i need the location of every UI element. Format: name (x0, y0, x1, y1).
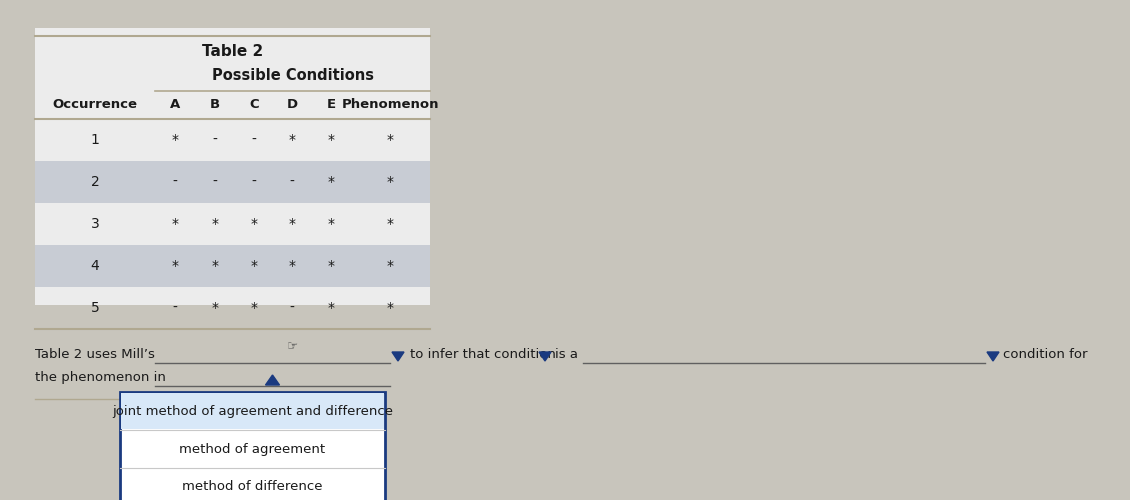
Text: *: * (386, 133, 394, 147)
Text: *: * (328, 259, 334, 273)
Text: -: - (252, 175, 257, 189)
Text: *: * (251, 301, 258, 315)
Text: Phenomenon: Phenomenon (341, 98, 440, 112)
Text: Possible Conditions: Possible Conditions (211, 68, 374, 83)
Text: *: * (172, 217, 179, 231)
Text: -: - (173, 175, 177, 189)
Text: Table 2 uses Mill’s: Table 2 uses Mill’s (35, 348, 155, 362)
Text: -: - (173, 301, 177, 315)
Text: -: - (289, 301, 295, 315)
Text: B: B (210, 98, 220, 112)
Bar (35, 28, 431, 305)
Text: the phenomenon in: the phenomenon in (35, 372, 166, 384)
Text: C: C (250, 98, 259, 112)
Text: -: - (212, 175, 217, 189)
Polygon shape (392, 352, 405, 361)
Text: *: * (386, 259, 394, 273)
Text: *: * (211, 259, 218, 273)
Polygon shape (986, 352, 999, 361)
Text: is a: is a (555, 348, 579, 362)
Text: to infer that condition: to infer that condition (410, 348, 556, 362)
Text: method of agreement: method of agreement (180, 442, 325, 456)
Text: *: * (328, 133, 334, 147)
Text: *: * (172, 259, 179, 273)
Text: 4: 4 (90, 259, 99, 273)
Text: *: * (288, 133, 296, 147)
Text: joint method of agreement and difference: joint method of agreement and difference (112, 404, 393, 417)
Text: D: D (286, 98, 297, 112)
Text: Table 2: Table 2 (202, 44, 263, 60)
Text: *: * (328, 301, 334, 315)
Text: 1: 1 (90, 133, 99, 147)
Polygon shape (266, 375, 279, 385)
Text: *: * (211, 301, 218, 315)
Text: ☞: ☞ (287, 340, 298, 353)
Text: method of difference: method of difference (182, 480, 323, 494)
Text: *: * (386, 175, 394, 189)
Bar (35, 161, 431, 203)
Text: *: * (172, 133, 179, 147)
Bar (35, 245, 431, 287)
Text: *: * (251, 259, 258, 273)
Text: *: * (288, 259, 296, 273)
Text: 2: 2 (90, 175, 99, 189)
Text: 5: 5 (90, 301, 99, 315)
Polygon shape (539, 352, 551, 361)
Text: 3: 3 (90, 217, 99, 231)
Text: *: * (386, 217, 394, 231)
Text: *: * (386, 301, 394, 315)
Text: -: - (252, 133, 257, 147)
Bar (121, 393, 384, 429)
Text: condition for: condition for (1003, 348, 1087, 362)
Text: *: * (251, 217, 258, 231)
Text: A: A (170, 98, 180, 112)
Text: -: - (289, 175, 295, 189)
Text: *: * (211, 217, 218, 231)
Bar (120, 392, 385, 500)
Text: *: * (328, 175, 334, 189)
Text: E: E (327, 98, 336, 112)
Text: -: - (212, 133, 217, 147)
Text: *: * (328, 217, 334, 231)
Text: *: * (288, 217, 296, 231)
Text: Occurrence: Occurrence (52, 98, 138, 112)
